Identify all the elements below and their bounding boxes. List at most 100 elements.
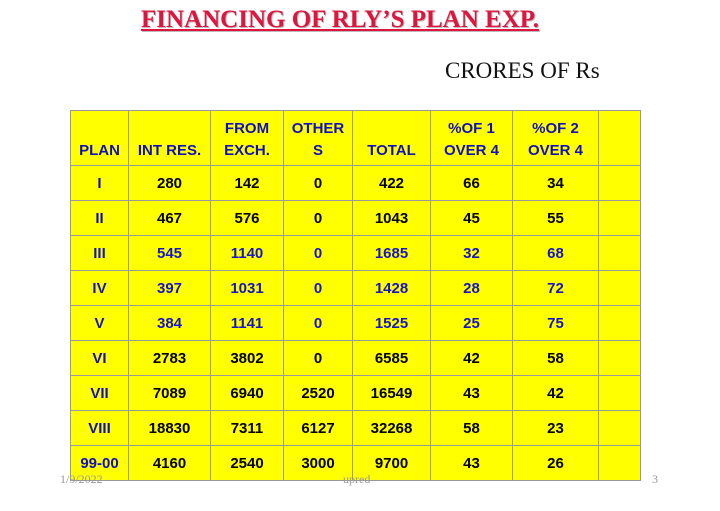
table-cell: 45 xyxy=(430,200,513,236)
header-text: FROM xyxy=(224,120,270,137)
table-cell: 43 xyxy=(430,445,513,481)
table-cell: 0 xyxy=(283,165,353,201)
table-cell: V xyxy=(70,305,129,341)
table-cell: 68 xyxy=(512,235,599,271)
header-text: OTHER xyxy=(291,120,345,137)
header-row: PLAN INT RES. FROM EXCH. OTHER S TOTAL %OF 1 OVE… xyxy=(70,110,641,166)
header-text: S xyxy=(312,142,323,159)
table-row: I 280 142 0 422 66 34 xyxy=(70,165,641,201)
header-cell: INT RES. xyxy=(128,110,211,166)
table-cell: 0 xyxy=(283,200,353,236)
header-cell: TOTAL xyxy=(352,110,431,166)
table-cell: 7311 xyxy=(210,410,284,446)
header-text: TOTAL xyxy=(367,142,416,159)
empty-cell xyxy=(598,410,641,446)
table-cell: 23 xyxy=(512,410,599,446)
empty-cell xyxy=(598,110,641,166)
header-text: OVER 4 xyxy=(527,142,584,159)
table-cell: 1428 xyxy=(352,270,431,306)
data-table: PLAN INT RES. FROM EXCH. OTHER S TOTAL %OF 1 OVE… xyxy=(70,110,641,481)
header-text: EXCH. xyxy=(224,142,270,159)
table-cell: 66 xyxy=(430,165,513,201)
table-cell: 26 xyxy=(512,445,599,481)
table-cell: 34 xyxy=(512,165,599,201)
header-cell: %OF 1 OVER 4 xyxy=(430,110,513,166)
table-cell: 25 xyxy=(430,305,513,341)
header-text: PLAN xyxy=(79,142,120,159)
table-cell: 18830 xyxy=(128,410,211,446)
table-row: VI 2783 3802 0 6585 42 58 xyxy=(70,340,641,376)
header-cell: FROM EXCH. xyxy=(210,110,284,166)
header-text: OVER 4 xyxy=(443,142,500,159)
table-cell: VIII xyxy=(70,410,129,446)
table-cell: 280 xyxy=(128,165,211,201)
table-cell: 2540 xyxy=(210,445,284,481)
table-cell: 422 xyxy=(352,165,431,201)
table-row: VII 7089 6940 2520 16549 43 42 xyxy=(70,375,641,411)
table-cell: 72 xyxy=(512,270,599,306)
header-cell: PLAN xyxy=(70,110,129,166)
header-text: %OF 2 xyxy=(532,120,579,137)
table-cell: 1043 xyxy=(352,200,431,236)
table-row: VIII 18830 7311 6127 32268 58 23 xyxy=(70,410,641,446)
table-cell: 0 xyxy=(283,305,353,341)
table-row: IV 397 1031 0 1428 28 72 xyxy=(70,270,641,306)
header-text: %OF 1 xyxy=(448,120,495,137)
table-cell: 397 xyxy=(128,270,211,306)
table-cell: 576 xyxy=(210,200,284,236)
table-cell: 1525 xyxy=(352,305,431,341)
table-cell: 99-00 xyxy=(70,445,129,481)
table-cell: I xyxy=(70,165,129,201)
unit-label: CRORES OF Rs xyxy=(445,58,600,83)
table-cell: 0 xyxy=(283,270,353,306)
table-cell: 58 xyxy=(430,410,513,446)
table-cell: 55 xyxy=(512,200,599,236)
empty-cell xyxy=(598,200,641,236)
empty-cell xyxy=(598,305,641,341)
table-cell: 384 xyxy=(128,305,211,341)
table-cell: 3000 xyxy=(283,445,353,481)
table-row: III 545 1140 0 1685 32 68 xyxy=(70,235,641,271)
empty-cell xyxy=(598,235,641,271)
table-cell: 2520 xyxy=(283,375,353,411)
table-cell: VI xyxy=(70,340,129,376)
table-cell: 1140 xyxy=(210,235,284,271)
table-cell: 3802 xyxy=(210,340,284,376)
table-cell: 43 xyxy=(430,375,513,411)
table-cell: III xyxy=(70,235,129,271)
empty-cell xyxy=(598,445,641,481)
table-row: II 467 576 0 1043 45 55 xyxy=(70,200,641,236)
header-text: INT RES. xyxy=(137,142,202,159)
header-cell: OTHER S xyxy=(283,110,353,166)
table-cell: 2783 xyxy=(128,340,211,376)
footer-date: 1/9/2022 xyxy=(60,472,103,486)
table-cell: 0 xyxy=(283,340,353,376)
table-cell: IV xyxy=(70,270,129,306)
table-cell: 75 xyxy=(512,305,599,341)
table-cell: 7089 xyxy=(128,375,211,411)
table-cell: 6127 xyxy=(283,410,353,446)
empty-cell xyxy=(598,375,641,411)
footer-author: upred xyxy=(343,472,371,486)
table-cell: 42 xyxy=(512,375,599,411)
table-cell: II xyxy=(70,200,129,236)
table-cell: 467 xyxy=(128,200,211,236)
table-cell: 545 xyxy=(128,235,211,271)
table-cell: 32 xyxy=(430,235,513,271)
empty-cell xyxy=(598,270,641,306)
table-cell: 58 xyxy=(512,340,599,376)
table-cell: 6585 xyxy=(352,340,431,376)
table-body: I 280 142 0 422 66 34 II 467 576 0 1043 45 55 III 545 11… xyxy=(70,165,641,481)
table-row: 99-00 4160 2540 3000 9700 43 26 xyxy=(70,445,641,481)
table-cell: 4160 xyxy=(128,445,211,481)
table-cell: VII xyxy=(70,375,129,411)
empty-cell xyxy=(598,340,641,376)
table-cell: 1141 xyxy=(210,305,284,341)
table-cell: 0 xyxy=(283,235,353,271)
table-cell: 42 xyxy=(430,340,513,376)
table-cell: 28 xyxy=(430,270,513,306)
table-cell: 142 xyxy=(210,165,284,201)
title: FINANCING OF RLY’S PLAN EXP. xyxy=(141,6,539,33)
empty-cell xyxy=(598,165,641,201)
table-cell: 1031 xyxy=(210,270,284,306)
